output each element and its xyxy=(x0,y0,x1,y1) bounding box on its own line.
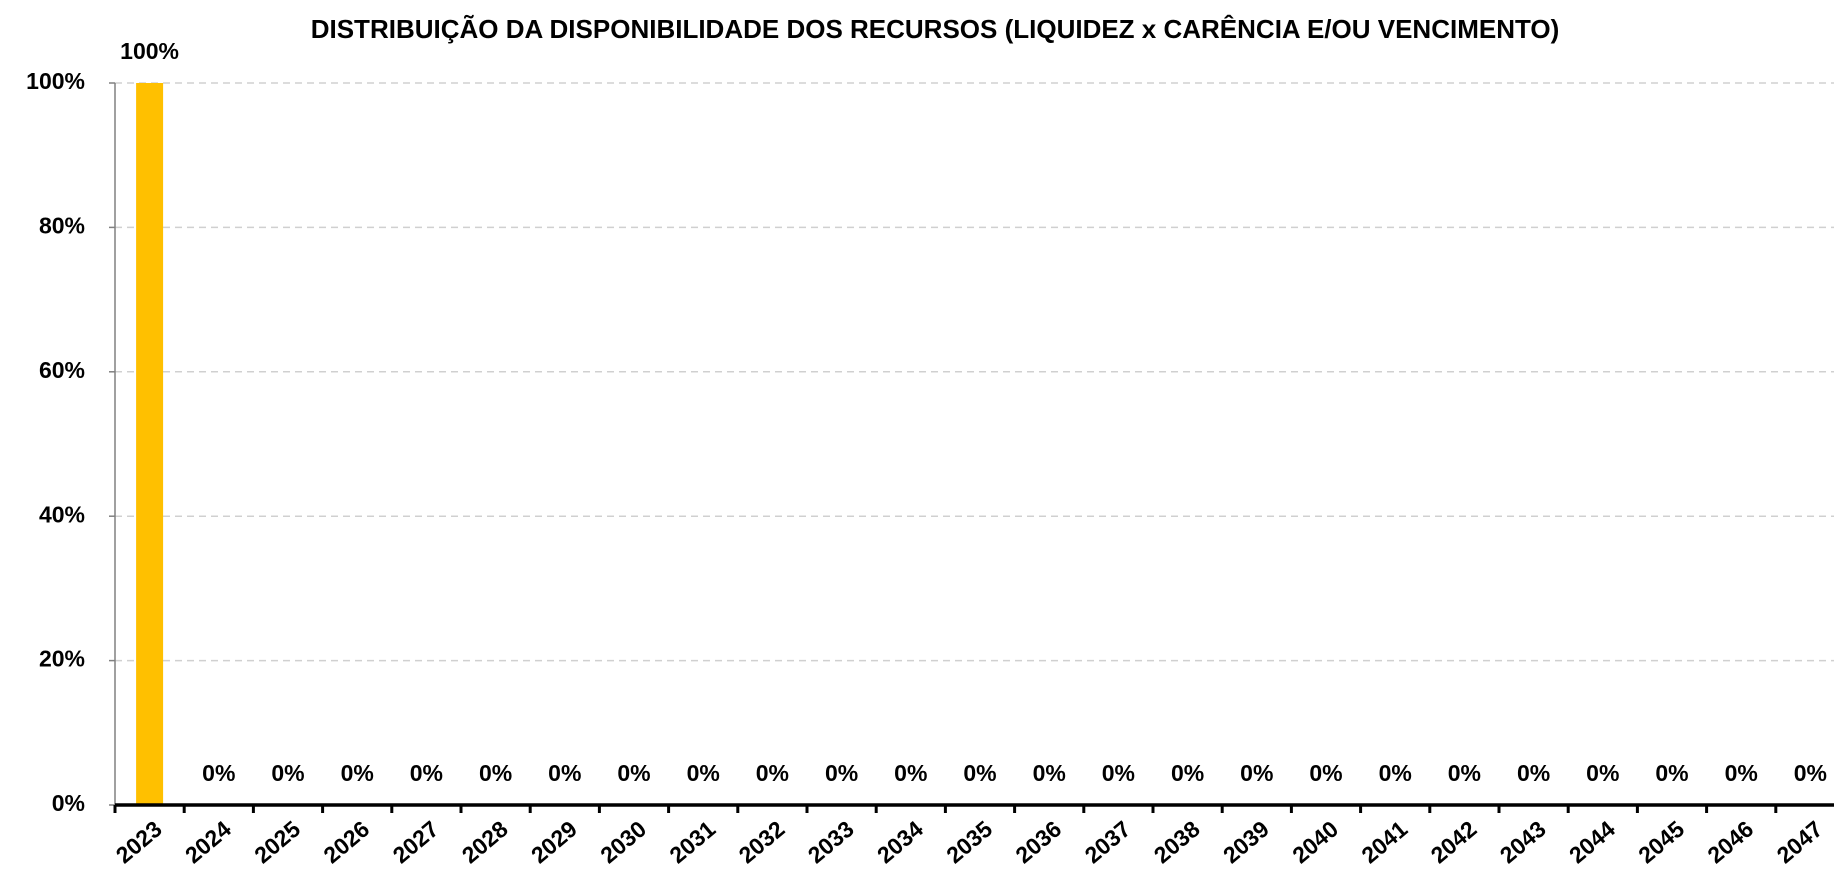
data-label: 0% xyxy=(1517,760,1550,786)
data-label: 0% xyxy=(1033,760,1066,786)
y-tick-label: 0% xyxy=(52,790,85,816)
x-tick-label: 2044 xyxy=(1564,815,1620,868)
data-label: 0% xyxy=(341,760,374,786)
data-label: 0% xyxy=(1448,760,1481,786)
data-label: 0% xyxy=(1586,760,1619,786)
data-label: 0% xyxy=(271,760,304,786)
x-tick-label: 2026 xyxy=(318,816,374,869)
data-label: 0% xyxy=(687,760,720,786)
x-tick-label: 2038 xyxy=(1149,815,1205,868)
x-tick-label: 2039 xyxy=(1218,816,1274,869)
x-tick-label: 2034 xyxy=(872,815,928,868)
data-label: 0% xyxy=(1171,760,1204,786)
x-tick-label: 2043 xyxy=(1495,816,1551,869)
x-tick-label: 2029 xyxy=(526,816,582,869)
x-tick-label: 2036 xyxy=(1010,816,1066,869)
data-label: 0% xyxy=(548,760,581,786)
x-tick-label: 2037 xyxy=(1080,816,1136,869)
data-label: 0% xyxy=(1725,760,1758,786)
bar xyxy=(136,83,164,805)
y-tick-label: 100% xyxy=(26,68,85,94)
x-tick-label: 2035 xyxy=(941,815,997,868)
data-label: 0% xyxy=(894,760,927,786)
data-label: 0% xyxy=(479,760,512,786)
x-tick-label: 2031 xyxy=(664,815,720,868)
data-label: 0% xyxy=(1794,760,1827,786)
x-tick-label: 2046 xyxy=(1702,816,1758,869)
y-tick-label: 80% xyxy=(39,212,85,238)
data-label: 100% xyxy=(120,38,179,64)
y-tick-label: 20% xyxy=(39,646,85,672)
data-label: 0% xyxy=(1309,760,1342,786)
data-label: 0% xyxy=(1379,760,1412,786)
chart-title: DISTRIBUIÇÃO DA DISPONIBILIDADE DOS RECU… xyxy=(310,14,1560,44)
data-label: 0% xyxy=(202,760,235,786)
x-tick-label: 2024 xyxy=(180,815,236,868)
y-tick-label: 40% xyxy=(39,501,85,527)
x-tick-label: 2023 xyxy=(111,816,167,869)
y-tick-label: 60% xyxy=(39,357,85,383)
x-tick-label: 2047 xyxy=(1772,816,1828,869)
x-tick-label: 2025 xyxy=(249,815,305,868)
x-tick-label: 2027 xyxy=(388,816,444,869)
x-tick-label: 2032 xyxy=(734,816,790,869)
x-tick-label: 2030 xyxy=(595,816,651,869)
data-label: 0% xyxy=(1655,760,1688,786)
data-label: 0% xyxy=(756,760,789,786)
data-label: 0% xyxy=(825,760,858,786)
x-tick-label: 2033 xyxy=(803,816,859,869)
data-label: 0% xyxy=(410,760,443,786)
data-label: 0% xyxy=(617,760,650,786)
data-label: 0% xyxy=(1102,760,1135,786)
data-label: 0% xyxy=(1240,760,1273,786)
x-tick-label: 2040 xyxy=(1287,816,1343,869)
x-tick-label: 2045 xyxy=(1633,815,1689,868)
data-label: 0% xyxy=(963,760,996,786)
x-tick-label: 2042 xyxy=(1426,816,1482,869)
x-tick-label: 2041 xyxy=(1356,815,1412,868)
x-tick-label: 2028 xyxy=(457,815,513,868)
